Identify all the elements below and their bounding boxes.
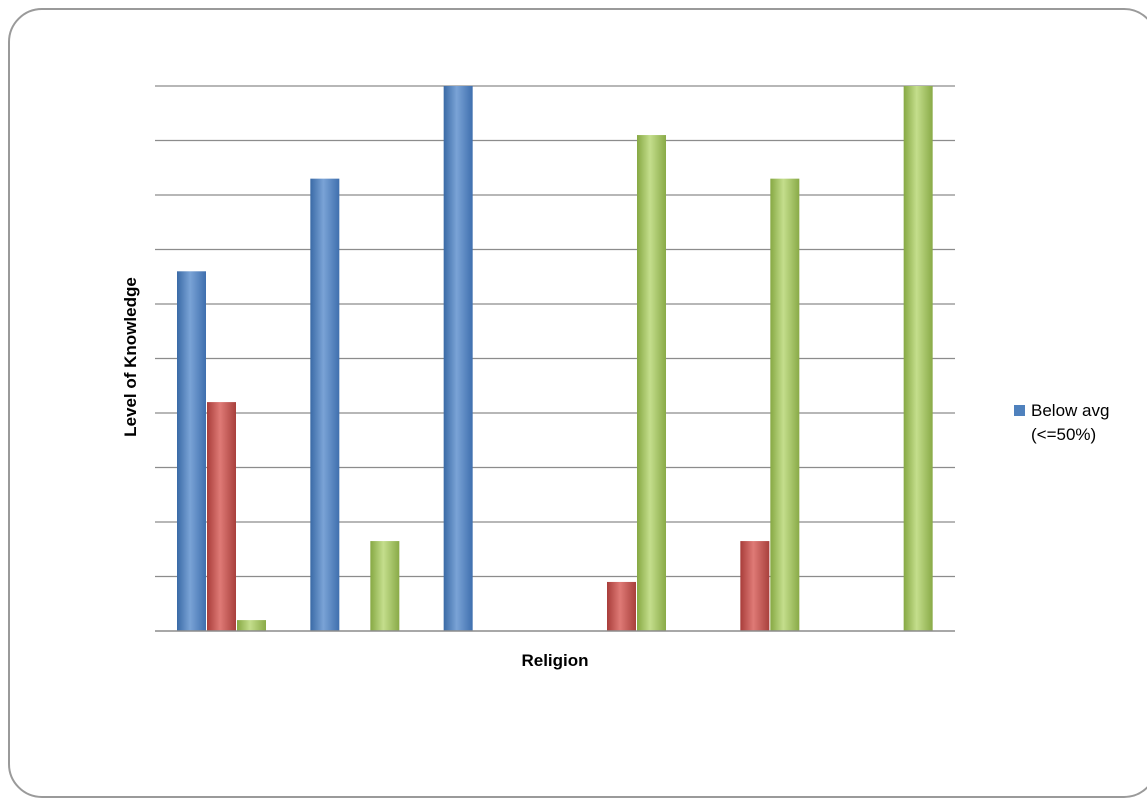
bars — [177, 86, 933, 632]
bar-blue-3 — [443, 86, 473, 631]
bar-blue-1 — [177, 271, 206, 631]
bar-green-2 — [370, 541, 400, 631]
legend: Below avg (<=50%) — [1014, 401, 1109, 444]
bar-green-5 — [770, 178, 800, 631]
x-axis-label: Religion — [521, 651, 588, 670]
y-axis-label: Level of Knowledge — [121, 277, 140, 437]
legend-swatch-below-avg — [1014, 405, 1025, 416]
bar-red-1 — [207, 402, 236, 631]
bar-green-6 — [903, 86, 933, 631]
legend-label-line1: Below avg — [1031, 401, 1109, 420]
bar-green-4 — [637, 135, 666, 632]
legend-label-line2: (<=50%) — [1031, 425, 1096, 444]
bar-green-1 — [237, 620, 266, 631]
gridlines — [155, 85, 955, 578]
bar-blue-2 — [310, 178, 340, 631]
bar-red-5 — [740, 541, 770, 631]
bar-red-4 — [607, 581, 636, 631]
